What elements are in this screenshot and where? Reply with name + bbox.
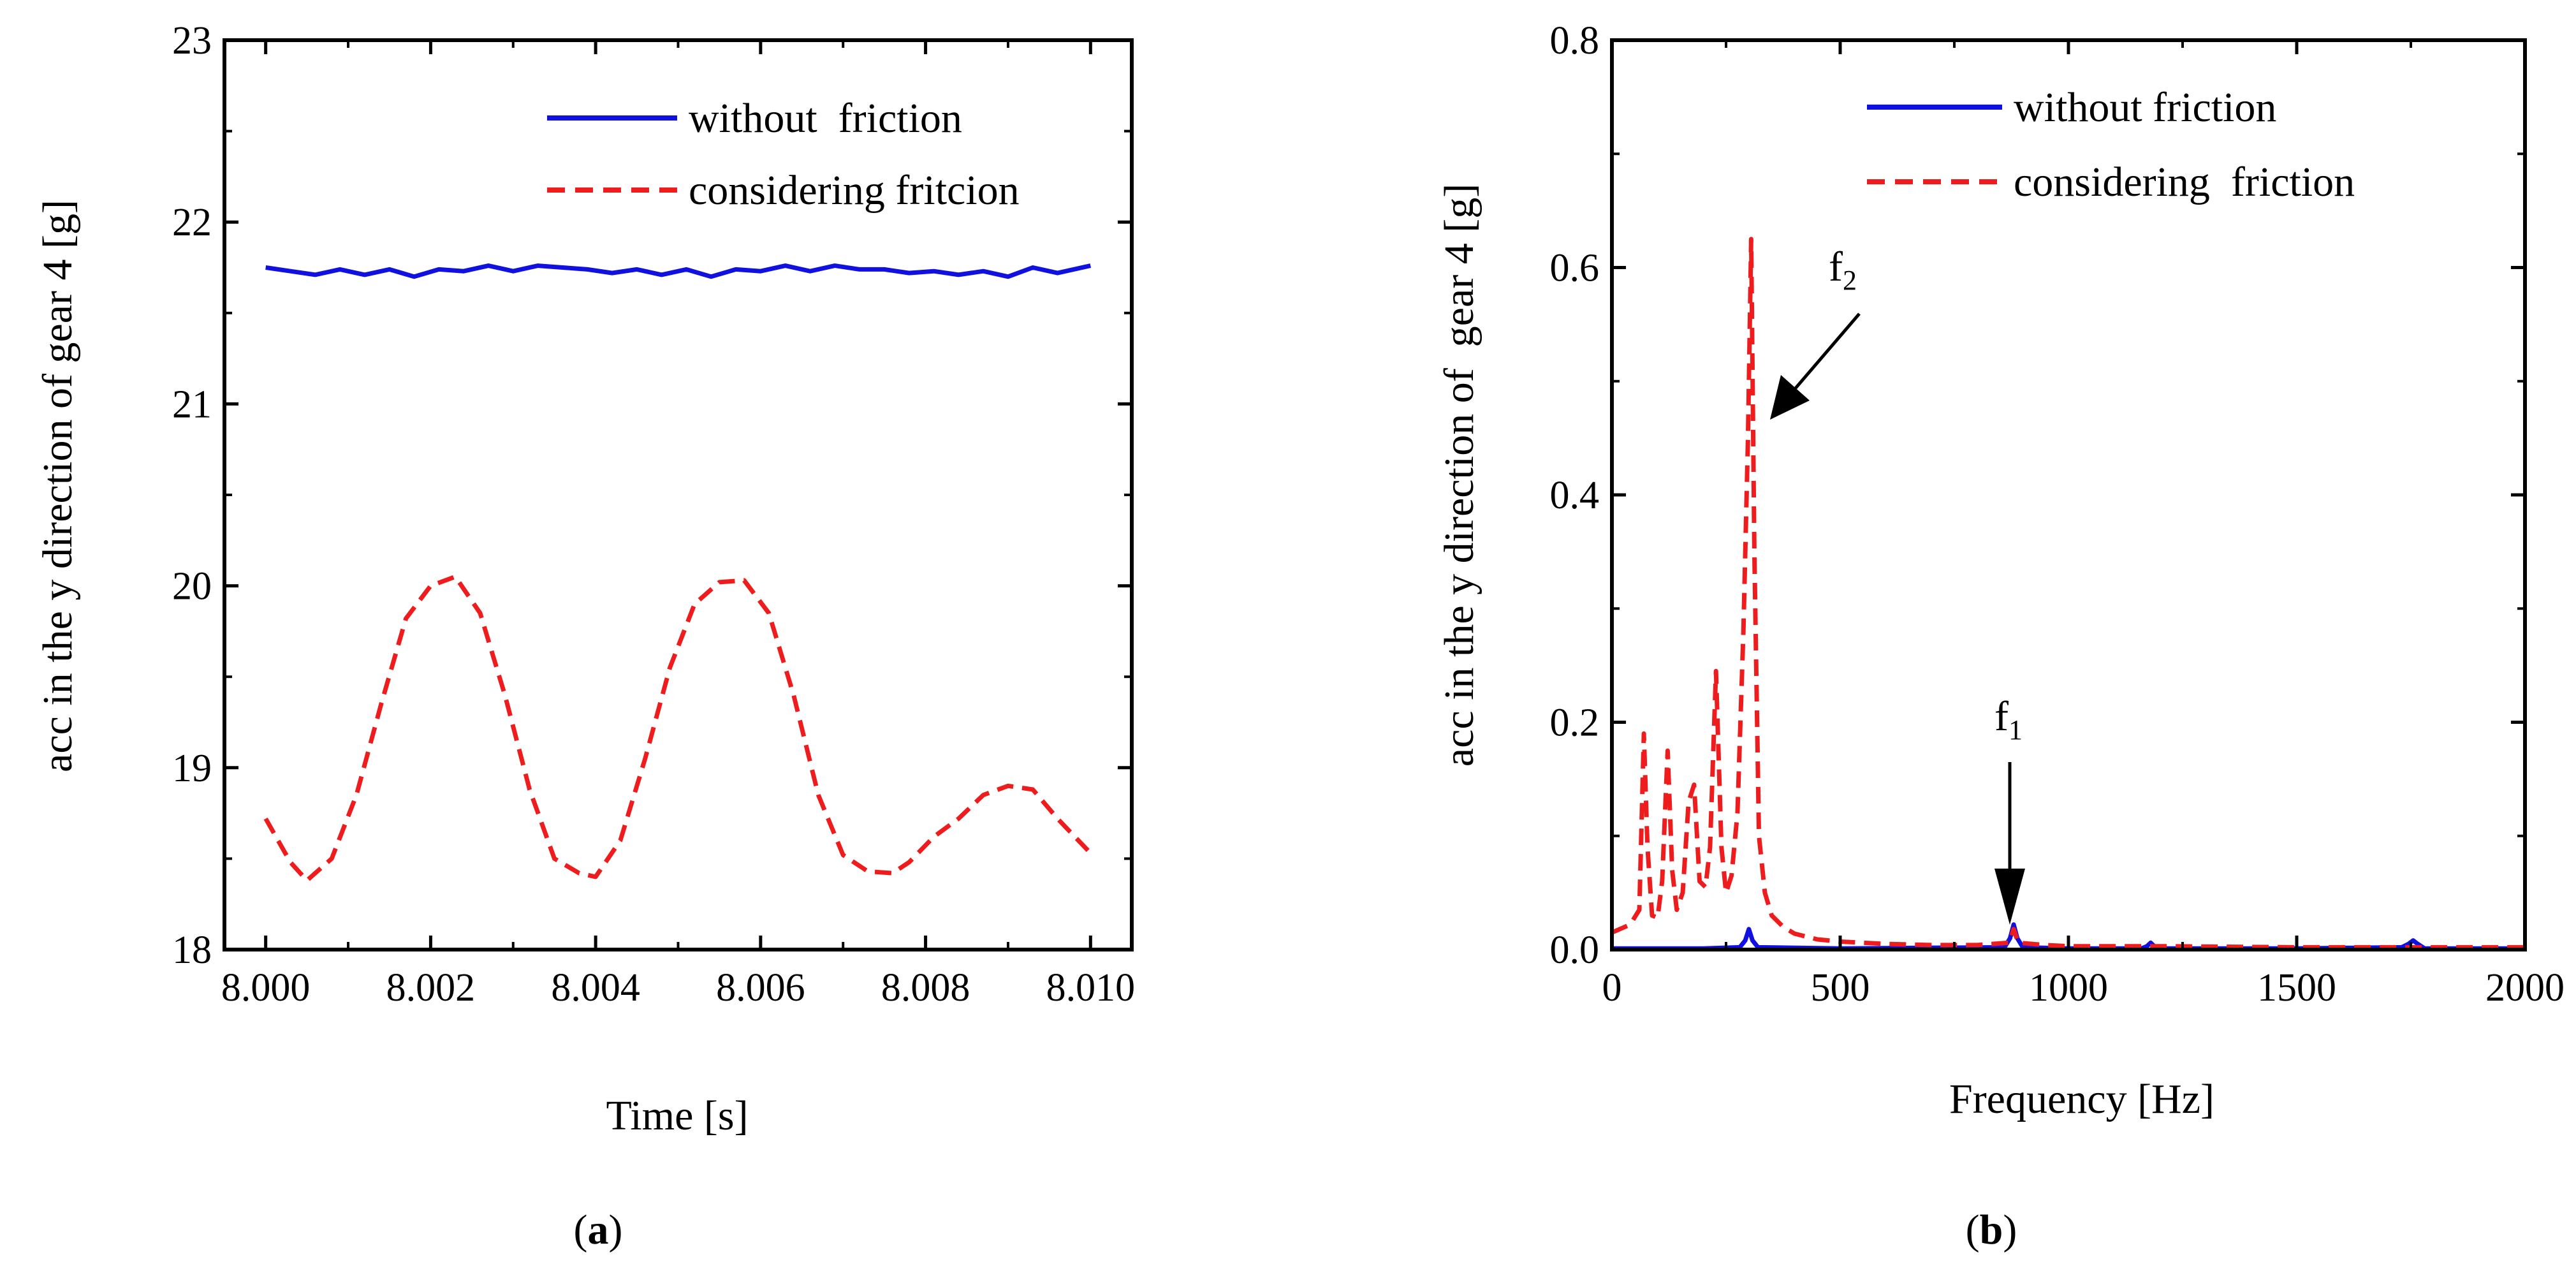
annotation-f2-subscript: 2 [1843,265,1857,296]
annotation-f1-arrowhead [1994,869,2025,925]
panel-a-ylabel: acc in the y direction of gear 4 [g] [34,200,81,772]
panel-a-caption-open: ( [574,1207,588,1253]
annotation-f1-label: f1 [1994,693,2023,746]
panel-a-ytick-label: 19 [172,747,212,790]
panel-a-series-considering-friction [263,574,1092,883]
panel-a-xtick-label: 8.006 [716,966,805,1010]
panel-b-caption-open: ( [1966,1207,1980,1253]
panel-b-caption-close: ) [2003,1207,2017,1253]
panel-b-plot: 0 500 1000 1500 2000 0.0 0.2 0.4 0.6 0.8 [1550,19,2565,1010]
panel-b-caption-letter: b [1980,1207,2003,1253]
panel-b-ytick-label: 0.4 [1550,474,1600,517]
panel-a-xtick-label: 8.010 [1046,966,1136,1010]
panel-b-xlabel: Frequency [Hz] [1949,1076,2214,1122]
annotation-f2-label: f2 [1829,244,1857,296]
panel-a-xtick-label: 8.004 [551,966,640,1010]
panel-a-caption-close: ) [609,1207,623,1253]
annotation-f2-letter: f [1829,244,1843,290]
panel-b-caption: (b) [1966,1207,2017,1253]
panel-b-legend: without friction considering friction [1867,84,2355,205]
panel-a-ytick-label: 20 [172,565,212,608]
panel-b-frequency-chart: 0 500 1000 1500 2000 0.0 0.2 0.4 0.6 0.8 acc in t… [1436,19,2565,1253]
panel-a-xlabel: Time [s] [606,1092,748,1139]
panel-b-ytick-label: 0.8 [1550,19,1600,62]
panel-b-xtick-label: 1500 [2257,966,2336,1010]
panel-b-xtick-label: 0 [1602,966,1622,1010]
panel-a-xtick-label: 8.008 [881,966,970,1010]
panel-b-ytick-label: 0.2 [1550,702,1600,745]
panel-b-legend-label-without-friction: without friction [2014,84,2276,131]
panel-b-xtick-label: 1000 [2029,966,2108,1010]
panel-a-legend-label-considering-friction: considering fritcion [689,167,1020,214]
panel-a-xtick-label: 8.000 [221,966,311,1010]
panel-a-caption: (a) [574,1207,623,1253]
annotation-f1-letter: f [1994,693,2009,740]
panel-a-legend: without friction considering fritcion [547,95,1020,214]
panel-a-ytick-label: 23 [172,19,212,62]
panel-b-series-considering-friction [1611,237,2525,950]
panel-b-ylabel: acc in the y direction of gear 4 [g] [1436,184,1482,767]
panel-a-ytick-label: 22 [172,201,212,244]
panel-a-plot: 8.000 8.002 8.004 8.006 8.008 8.010 18 19 20 21 22… [172,19,1135,1010]
panel-a-series-without-friction [265,263,1092,279]
panel-a-ytick-label: 21 [172,383,212,426]
panel-a-xtick-label: 8.002 [386,966,476,1010]
panel-a-ytick-label: 18 [172,929,212,972]
panel-a-legend-label-without-friction: without friction [689,95,962,142]
annotation-f1: f1 [1994,693,2025,925]
panel-b-ytick-label: 0.0 [1550,929,1600,972]
annotation-f2-arrow-line [1789,312,1861,395]
annotation-f2: f2 [1770,244,1861,420]
annotation-f2-arrowhead [1770,375,1810,420]
panel-b-ytick-label: 0.6 [1550,247,1600,290]
panel-a-caption-letter: a [588,1207,609,1253]
panel-b-legend-label-considering-friction: considering friction [2014,159,2355,205]
panel-a-time-chart: 8.000 8.002 8.004 8.006 8.008 8.010 18 19 20 21 22… [34,19,1135,1253]
panel-b-xtick-label: 2000 [2485,966,2565,1010]
annotation-f1-subscript: 1 [2009,714,2023,746]
panel-b-xtick-label: 500 [1811,966,1870,1010]
